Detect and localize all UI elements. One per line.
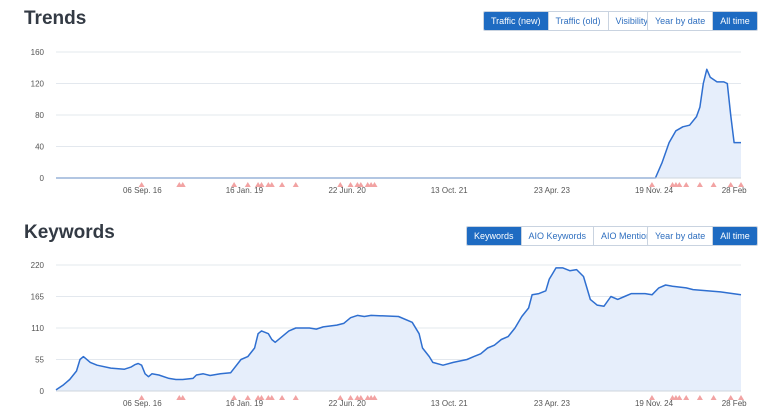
series-area xyxy=(56,69,741,178)
x-tick-label: 16 Jan. 19 xyxy=(226,186,264,195)
y-tick-label: 0 xyxy=(40,174,45,183)
trends-section: Trends Traffic (new) Traffic (old) Visib… xyxy=(0,0,768,205)
x-tick-label: 28 Feb xyxy=(722,399,747,408)
event-marker[interactable] xyxy=(337,395,344,400)
trends-range-tabs: Year by date All time xyxy=(647,11,758,31)
x-tick-label: 22 Jun. 20 xyxy=(328,186,366,195)
keywords-section: Keywords Keywords AIO Keywords AIO Menti… xyxy=(0,214,768,416)
keywords-metric-tabs: Keywords AIO Keywords AIO Mentions xyxy=(466,226,664,246)
event-marker[interactable] xyxy=(347,182,354,187)
x-tick-label: 23 Apr. 23 xyxy=(534,186,571,195)
x-tick-label: 06 Sep. 16 xyxy=(123,186,162,195)
tab-keywords[interactable]: Keywords xyxy=(467,227,522,245)
y-tick-label: 165 xyxy=(31,293,45,302)
event-marker[interactable] xyxy=(292,395,299,400)
x-tick-label: 13 Oct. 21 xyxy=(431,399,468,408)
event-marker[interactable] xyxy=(710,182,717,187)
tab-aio-mentions[interactable]: AIO Mentions xyxy=(594,227,663,245)
y-tick-label: 220 xyxy=(31,261,45,270)
tab-all-time[interactable]: All time xyxy=(713,12,757,30)
event-marker[interactable] xyxy=(138,182,145,187)
event-marker[interactable] xyxy=(347,395,354,400)
tab-traffic-old[interactable]: Traffic (old) xyxy=(548,12,609,30)
x-tick-label: 19 Nov. 24 xyxy=(635,186,674,195)
tab-year-by-date[interactable]: Year by date xyxy=(648,12,714,30)
event-marker[interactable] xyxy=(357,182,364,187)
event-marker[interactable] xyxy=(738,182,744,187)
y-tick-label: 55 xyxy=(35,356,44,365)
tab-all-time[interactable]: All time xyxy=(713,227,757,245)
keywords-chart: 0 55 110 165 220 06 Sep. 16 16 Jan. 19 22 Jun. … xyxy=(31,261,748,408)
event-marker[interactable] xyxy=(683,182,690,187)
tab-year-by-date[interactable]: Year by date xyxy=(648,227,714,245)
series-line xyxy=(56,68,741,179)
event-marker[interactable] xyxy=(710,395,717,400)
event-marker[interactable] xyxy=(676,182,683,187)
y-tick-label: 40 xyxy=(35,143,44,152)
y-tick-label: 160 xyxy=(31,48,45,57)
event-marker[interactable] xyxy=(179,182,186,187)
event-marker[interactable] xyxy=(357,395,364,400)
event-marker[interactable] xyxy=(231,182,238,187)
y-tick-label: 110 xyxy=(31,324,44,333)
y-tick-label: 80 xyxy=(35,111,44,120)
event-marker[interactable] xyxy=(179,395,186,400)
trends-title: Trends xyxy=(24,8,87,29)
event-marker[interactable] xyxy=(696,395,703,400)
tab-aio-keywords[interactable]: AIO Keywords xyxy=(521,227,595,245)
x-tick-label: 13 Oct. 21 xyxy=(431,186,468,195)
event-marker[interactable] xyxy=(292,182,299,187)
event-marker[interactable] xyxy=(138,395,145,400)
series-area xyxy=(56,267,741,391)
event-marker[interactable] xyxy=(279,182,286,187)
event-marker[interactable] xyxy=(683,395,690,400)
event-marker[interactable] xyxy=(279,395,286,400)
x-tick-label: 23 Apr. 23 xyxy=(534,399,571,408)
trends-chart: 0 40 80 120 160 06 Sep. 16 16 Jan. 19 22 Jun. 2… xyxy=(31,48,748,195)
event-marker[interactable] xyxy=(727,395,734,400)
tab-visibility[interactable]: Visibility xyxy=(608,12,655,30)
event-marker[interactable] xyxy=(244,395,251,400)
event-marker[interactable] xyxy=(231,395,238,400)
event-marker[interactable] xyxy=(696,182,703,187)
event-marker[interactable] xyxy=(258,182,265,187)
event-marker[interactable] xyxy=(371,395,378,400)
event-marker[interactable] xyxy=(244,182,251,187)
x-tick-label: 19 Nov. 24 xyxy=(635,399,674,408)
x-tick-label: 16 Jan. 19 xyxy=(226,399,264,408)
event-marker[interactable] xyxy=(738,395,744,400)
event-marker[interactable] xyxy=(676,395,683,400)
event-marker[interactable] xyxy=(727,182,734,187)
x-tick-label: 06 Sep. 16 xyxy=(123,399,162,408)
event-marker[interactable] xyxy=(648,182,655,187)
y-tick-label: 120 xyxy=(31,80,45,89)
event-marker[interactable] xyxy=(268,395,275,400)
x-tick-label: 28 Feb xyxy=(722,186,747,195)
keywords-title: Keywords xyxy=(24,222,115,243)
series-line xyxy=(55,267,742,391)
keywords-range-tabs: Year by date All time xyxy=(647,226,758,246)
event-marker[interactable] xyxy=(337,182,344,187)
event-marker[interactable] xyxy=(258,395,265,400)
event-marker[interactable] xyxy=(648,395,655,400)
event-marker[interactable] xyxy=(268,182,275,187)
event-marker[interactable] xyxy=(371,182,378,187)
x-tick-label: 22 Jun. 20 xyxy=(328,399,366,408)
trends-metric-tabs: Traffic (new) Traffic (old) Visibility xyxy=(483,11,656,31)
tab-traffic-new[interactable]: Traffic (new) xyxy=(484,12,549,30)
y-tick-label: 0 xyxy=(40,387,45,396)
